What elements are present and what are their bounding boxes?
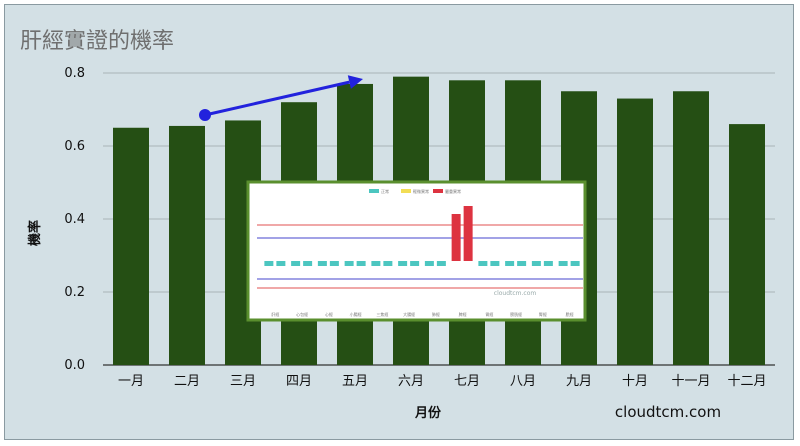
x-tick-label: 九月 [566, 374, 592, 389]
inset-marker [505, 261, 515, 266]
inset-tick-label: 腎經 [539, 311, 547, 317]
x-tick-label: 七月 [454, 374, 480, 389]
inset-marker [478, 261, 488, 266]
inset-legend: 正常 輕微異常 嚴重異常 [369, 188, 461, 194]
trend-arrow [199, 75, 363, 121]
watermark: cloudtcm.com [615, 403, 721, 421]
inset-legend-swatch [369, 189, 379, 193]
inset-legend-swatch [433, 189, 443, 193]
arrow-head [347, 75, 363, 89]
x-tick-label: 八月 [510, 374, 536, 389]
y-tick-label: 0.2 [64, 285, 85, 300]
x-tick-label: 十一月 [671, 374, 710, 389]
x-tick-label: 二月 [174, 374, 200, 389]
x-tick-label: 四月 [286, 374, 312, 389]
inset-marker [317, 261, 327, 266]
inset-chart: 正常 輕微異常 嚴重異常 肝經 心包經 心經 小腸經 三焦經 大腸經 肺經 脾經 胃經 膀胱經 腎經 膽經… [246, 180, 587, 322]
inset-tick-label: 肝經 [271, 311, 279, 317]
inset-marker [436, 261, 446, 266]
inset-marker [543, 261, 553, 266]
inset-legend-label: 正常 [381, 188, 389, 194]
inset-marker [558, 261, 568, 266]
inset-tick-label: 膀胱經 [510, 311, 522, 317]
bar-1 [113, 127, 149, 365]
inset-marker [531, 261, 541, 266]
y-tick-label: 0.4 [64, 212, 85, 227]
inset-marker [356, 261, 366, 266]
inset-tick-label: 小腸經 [350, 311, 362, 317]
inset-marker [570, 261, 580, 266]
inset-legend-label: 嚴重異常 [445, 188, 461, 194]
inset-tick-label: 膽經 [566, 311, 574, 317]
inset-marker [264, 261, 274, 266]
y-axis-label: 機率 [27, 220, 43, 246]
inset-tick-label: 肺經 [432, 311, 440, 317]
y-tick-label: 0.6 [64, 139, 85, 154]
bar-2 [169, 125, 205, 365]
inset-tick-label: 三焦經 [376, 311, 388, 317]
x-axis-ticks: 一月 二月 三月 四月 五月 六月 七月 八月 九月 十月 十一月 十二月 [118, 374, 767, 389]
inset-tick-label: 脾經 [459, 311, 467, 317]
inset-marker [410, 261, 420, 266]
chart-title: 肝經實證的機率 [20, 29, 174, 54]
x-tick-label: 五月 [342, 374, 368, 389]
y-tick-label: 0.0 [64, 358, 85, 373]
inset-tick-label: 心包經 [296, 311, 308, 317]
arrow-shaft [204, 80, 350, 117]
inset-marker [517, 261, 527, 266]
bar-11 [673, 91, 709, 365]
inset-legend-swatch [401, 189, 411, 193]
x-tick-label: 一月 [118, 374, 144, 389]
x-tick-label: 十月 [622, 374, 648, 389]
x-tick-label: 三月 [230, 374, 256, 389]
inset-marker [463, 206, 473, 261]
inset-marker [398, 261, 408, 266]
bar-chart: 肝經實證的機率 0.0 0.2 0.4 0.6 0.8 一月 二月 三月 四月 五月 六月 七月 八月… [20, 29, 775, 421]
x-tick-label: 六月 [398, 374, 424, 389]
inset-marker [490, 261, 500, 266]
inset-legend-label: 輕微異常 [413, 188, 429, 194]
inset-plot: 肝經 心包經 心經 小腸經 三焦經 大腸經 肺經 脾經 胃經 膀胱經 腎經 膽經 [257, 206, 583, 317]
inset-marker [303, 261, 313, 266]
x-tick-label: 十二月 [727, 374, 766, 389]
bar-10 [617, 98, 653, 366]
inset-marker [383, 261, 393, 266]
inset-tick-label: 胃經 [485, 311, 493, 317]
inset-watermark: cloudtcm.com [494, 290, 537, 297]
x-axis-label: 月份 [414, 405, 442, 421]
inset-marker [344, 261, 354, 266]
inset-tick-label: 大腸經 [403, 311, 415, 317]
inset-marker [424, 261, 434, 266]
inset-border [246, 180, 587, 322]
inset-marker [329, 261, 339, 266]
inset-marker [451, 214, 461, 261]
y-tick-label: 0.8 [64, 66, 85, 81]
inset-tick-label: 心經 [325, 311, 333, 317]
inset-marker [291, 261, 301, 266]
inset-marker [371, 261, 381, 266]
inset-marker [276, 261, 286, 266]
bar-12 [729, 124, 765, 365]
chart-frame: 肝經實證的機率 0.0 0.2 0.4 0.6 0.8 一月 二月 三月 四月 五月 六月 七月 八月… [4, 4, 794, 440]
y-axis-ticks: 0.0 0.2 0.4 0.6 0.8 [64, 66, 85, 373]
